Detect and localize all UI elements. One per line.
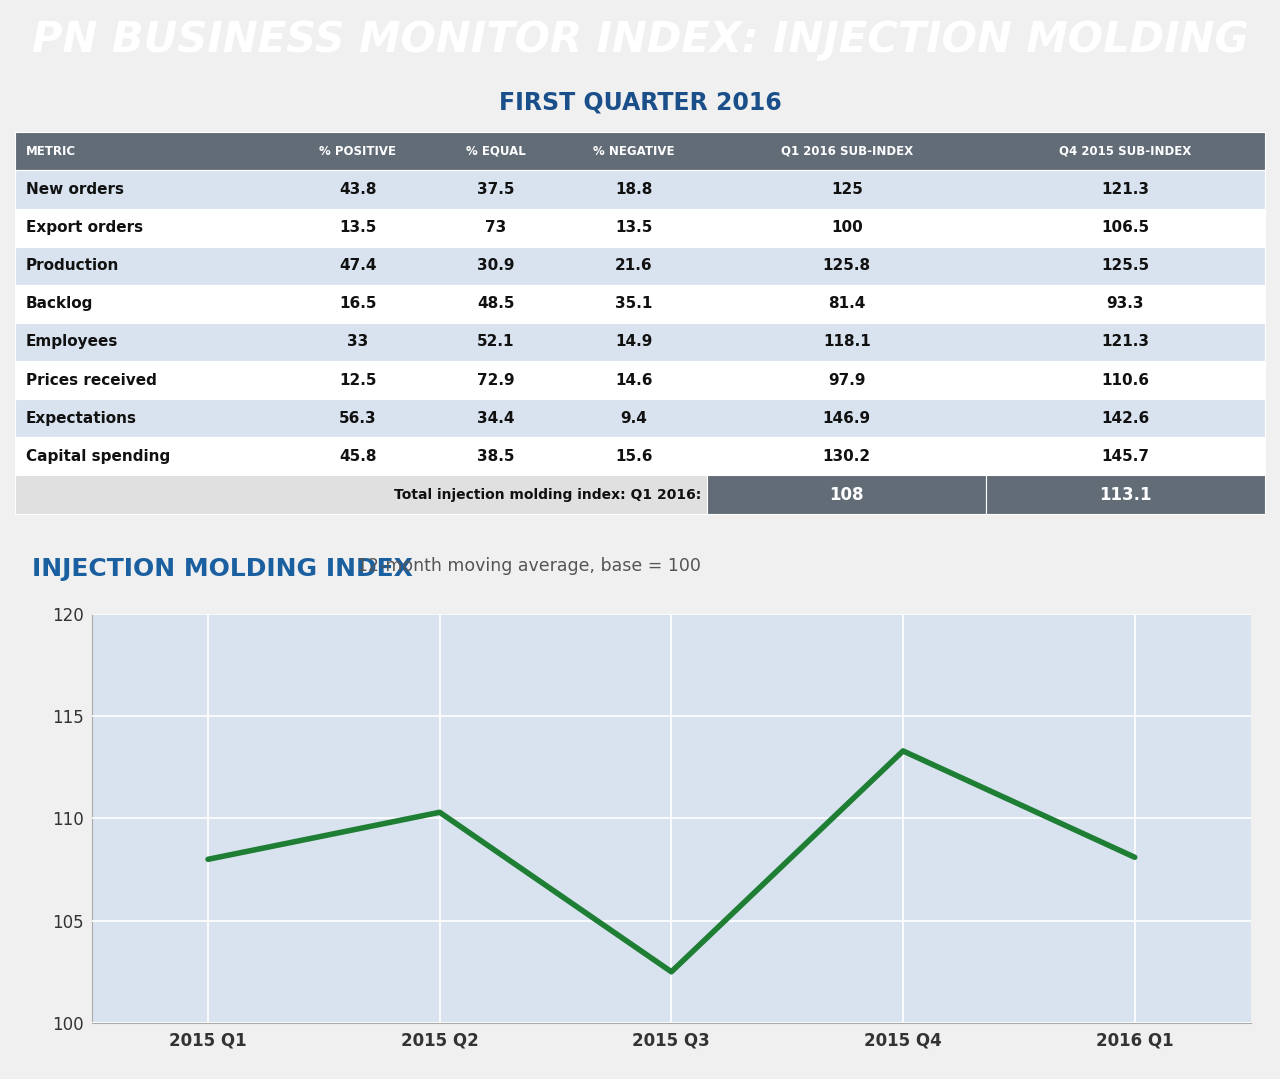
Text: Prices received: Prices received bbox=[26, 372, 156, 387]
Text: Capital spending: Capital spending bbox=[26, 449, 170, 464]
Text: % POSITIVE: % POSITIVE bbox=[319, 145, 397, 158]
Text: 14.9: 14.9 bbox=[616, 334, 653, 350]
Text: 12-month moving average, base = 100: 12-month moving average, base = 100 bbox=[346, 557, 700, 575]
Text: % NEGATIVE: % NEGATIVE bbox=[593, 145, 675, 158]
Text: 125: 125 bbox=[831, 182, 863, 197]
Text: % EQUAL: % EQUAL bbox=[466, 145, 526, 158]
Text: FIRST QUARTER 2016: FIRST QUARTER 2016 bbox=[499, 91, 781, 114]
Text: METRIC: METRIC bbox=[26, 145, 76, 158]
Bar bbox=[15, 399, 1265, 437]
Text: 48.5: 48.5 bbox=[477, 297, 515, 312]
Text: Q1 2016 SUB-INDEX: Q1 2016 SUB-INDEX bbox=[781, 145, 913, 158]
Text: 106.5: 106.5 bbox=[1101, 220, 1149, 235]
Text: 52.1: 52.1 bbox=[477, 334, 515, 350]
Bar bbox=[15, 247, 1265, 285]
Bar bbox=[15, 285, 1265, 323]
Bar bbox=[15, 170, 1265, 208]
Text: Total injection molding index: Q1 2016:: Total injection molding index: Q1 2016: bbox=[394, 488, 701, 502]
Text: 38.5: 38.5 bbox=[477, 449, 515, 464]
Text: 81.4: 81.4 bbox=[828, 297, 865, 312]
Text: 110.6: 110.6 bbox=[1101, 372, 1149, 387]
Text: 121.3: 121.3 bbox=[1101, 334, 1149, 350]
Text: 113.1: 113.1 bbox=[1100, 486, 1152, 504]
Text: 37.5: 37.5 bbox=[477, 182, 515, 197]
Text: 13.5: 13.5 bbox=[339, 220, 376, 235]
Text: 100: 100 bbox=[831, 220, 863, 235]
Bar bbox=[15, 437, 1265, 476]
Text: PN BUSINESS MONITOR INDEX: INJECTION MOLDING: PN BUSINESS MONITOR INDEX: INJECTION MOL… bbox=[32, 18, 1248, 60]
Text: 145.7: 145.7 bbox=[1101, 449, 1149, 464]
Text: 13.5: 13.5 bbox=[616, 220, 653, 235]
Text: 30.9: 30.9 bbox=[477, 258, 515, 273]
Text: 56.3: 56.3 bbox=[339, 411, 376, 426]
Text: 125.8: 125.8 bbox=[823, 258, 870, 273]
Text: 97.9: 97.9 bbox=[828, 372, 865, 387]
Text: 108: 108 bbox=[829, 486, 864, 504]
Bar bbox=[986, 476, 1265, 514]
Text: 12.5: 12.5 bbox=[339, 372, 376, 387]
Text: New orders: New orders bbox=[26, 182, 124, 197]
Text: 93.3: 93.3 bbox=[1107, 297, 1144, 312]
Text: 15.6: 15.6 bbox=[614, 449, 653, 464]
Text: 125.5: 125.5 bbox=[1101, 258, 1149, 273]
Text: 73: 73 bbox=[485, 220, 507, 235]
Text: Export orders: Export orders bbox=[26, 220, 143, 235]
Text: 34.4: 34.4 bbox=[477, 411, 515, 426]
Text: 14.6: 14.6 bbox=[614, 372, 653, 387]
Text: 130.2: 130.2 bbox=[823, 449, 870, 464]
Text: 35.1: 35.1 bbox=[616, 297, 653, 312]
Text: Employees: Employees bbox=[26, 334, 118, 350]
Text: 21.6: 21.6 bbox=[614, 258, 653, 273]
Text: 142.6: 142.6 bbox=[1101, 411, 1149, 426]
Bar bbox=[15, 476, 708, 514]
Text: 33: 33 bbox=[347, 334, 369, 350]
Text: 9.4: 9.4 bbox=[621, 411, 648, 426]
Bar bbox=[15, 323, 1265, 361]
Text: 72.9: 72.9 bbox=[477, 372, 515, 387]
Text: 16.5: 16.5 bbox=[339, 297, 376, 312]
Text: Expectations: Expectations bbox=[26, 411, 137, 426]
Bar bbox=[708, 476, 986, 514]
Text: Production: Production bbox=[26, 258, 119, 273]
Text: 47.4: 47.4 bbox=[339, 258, 376, 273]
Text: 18.8: 18.8 bbox=[616, 182, 653, 197]
Text: 121.3: 121.3 bbox=[1101, 182, 1149, 197]
Text: 43.8: 43.8 bbox=[339, 182, 376, 197]
Bar bbox=[15, 133, 1265, 170]
Text: Q4 2015 SUB-INDEX: Q4 2015 SUB-INDEX bbox=[1060, 145, 1192, 158]
Text: Backlog: Backlog bbox=[26, 297, 93, 312]
Text: 118.1: 118.1 bbox=[823, 334, 870, 350]
Text: 45.8: 45.8 bbox=[339, 449, 376, 464]
Bar bbox=[15, 361, 1265, 399]
Text: INJECTION MOLDING INDEX: INJECTION MOLDING INDEX bbox=[32, 557, 413, 581]
Text: 146.9: 146.9 bbox=[823, 411, 870, 426]
Bar bbox=[15, 208, 1265, 247]
